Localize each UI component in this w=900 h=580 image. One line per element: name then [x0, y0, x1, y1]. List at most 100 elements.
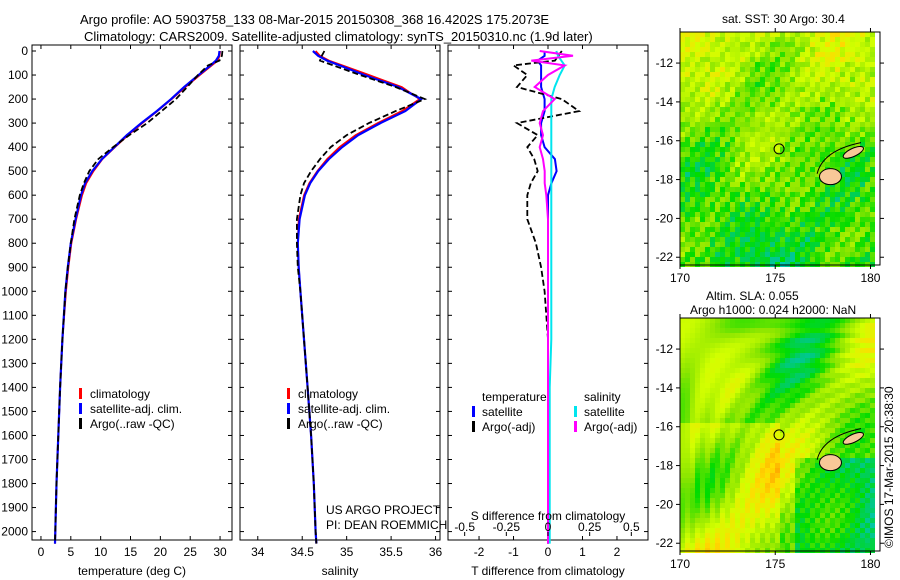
heatmap-cell [825, 222, 830, 227]
heatmap-cell [690, 97, 695, 102]
heatmap-cell [800, 122, 805, 127]
heatmap-cell [840, 453, 845, 458]
heatmap-cell [730, 122, 735, 127]
heatmap-cell [705, 423, 710, 428]
heatmap-cell [840, 443, 845, 448]
heatmap-cell [750, 528, 755, 533]
heatmap-cell [765, 257, 770, 262]
heatmap-cell [810, 232, 815, 237]
heatmap-cell [860, 87, 865, 92]
heatmap-cell [870, 67, 875, 72]
heatmap-cell [860, 403, 865, 408]
heatmap-cell [810, 323, 815, 328]
heatmap-cell [690, 473, 695, 478]
heatmap-cell [790, 398, 795, 403]
heatmap-cell [760, 172, 765, 177]
heatmap-cell [700, 463, 705, 468]
heatmap-cell [780, 127, 785, 132]
heatmap-cell [830, 438, 835, 443]
heatmap-cell [870, 182, 875, 187]
heatmap-cell [725, 67, 730, 72]
heatmap-cell [740, 32, 745, 37]
heatmap-cell [865, 137, 870, 142]
heatmap-cell [695, 187, 700, 192]
heatmap-cell [720, 383, 725, 388]
heatmap-cell [860, 42, 865, 47]
heatmap-cell [680, 147, 685, 152]
heatmap-cell [865, 433, 870, 438]
heatmap-cell [715, 242, 720, 247]
heatmap-cell [740, 323, 745, 328]
heatmap-cell [755, 252, 760, 257]
heatmap-cell [865, 212, 870, 217]
heatmap-cell [720, 212, 725, 217]
heatmap-cell [860, 52, 865, 57]
sla-map-subtitle: Argo h1000: 0.024 h2000: NaN [690, 303, 857, 317]
heatmap-cell [855, 343, 860, 348]
heatmap-cell [705, 343, 710, 348]
heatmap-cell [700, 247, 705, 252]
heatmap-cell [730, 187, 735, 192]
temperature-xlabel: temperature (deg C) [78, 564, 186, 578]
map-xtick-label: 175 [765, 271, 785, 285]
heatmap-cell [710, 508, 715, 513]
heatmap-cell [720, 217, 725, 222]
heatmap-cell [820, 498, 825, 503]
heatmap-cell [755, 363, 760, 368]
heatmap-cell [680, 157, 685, 162]
heatmap-cell [765, 112, 770, 117]
heatmap-cell [765, 393, 770, 398]
heatmap-cell [870, 152, 875, 157]
heatmap-cell [790, 37, 795, 42]
heatmap-cell [680, 237, 685, 242]
heatmap-cell [775, 328, 780, 333]
heatmap-cell [845, 453, 850, 458]
heatmap-cell [835, 82, 840, 87]
heatmap-cell [690, 132, 695, 137]
legend-swatch [79, 403, 82, 414]
heatmap-cell [820, 528, 825, 533]
heatmap-cell [680, 72, 685, 77]
heatmap-cell [835, 393, 840, 398]
heatmap-cell [715, 428, 720, 433]
heatmap-cell [820, 137, 825, 142]
heatmap-cell [755, 62, 760, 67]
heatmap-cell [815, 142, 820, 147]
heatmap-cell [735, 72, 740, 77]
heatmap-cell [710, 423, 715, 428]
heatmap-cell [715, 147, 720, 152]
heatmap-cell [740, 488, 745, 493]
heatmap-cell [755, 82, 760, 87]
heatmap-cell [750, 232, 755, 237]
heatmap-cell [700, 117, 705, 122]
heatmap-cell [840, 543, 845, 548]
heatmap-cell [690, 67, 695, 72]
heatmap-cell [830, 363, 835, 368]
heatmap-cell [725, 82, 730, 87]
heatmap-cell [790, 413, 795, 418]
heatmap-cell [695, 533, 700, 538]
heatmap-cell [705, 368, 710, 373]
heatmap-cell [695, 202, 700, 207]
heatmap-cell [865, 47, 870, 52]
heatmap-cell [695, 343, 700, 348]
sst_map-axes-box [679, 31, 881, 266]
heatmap-cell [745, 528, 750, 533]
heatmap-cell [740, 383, 745, 388]
heatmap-cell [780, 257, 785, 262]
heatmap-cell [680, 453, 685, 458]
heatmap-cell [750, 97, 755, 102]
heatmap-cell [780, 473, 785, 478]
heatmap-cell [720, 508, 725, 513]
heatmap-cell [735, 423, 740, 428]
heatmap-cell [715, 212, 720, 217]
heatmap-cell [865, 252, 870, 257]
heatmap-cell [845, 473, 850, 478]
heatmap-cell [780, 388, 785, 393]
heatmap-cell [765, 202, 770, 207]
heatmap-cell [775, 172, 780, 177]
heatmap-cell [730, 333, 735, 338]
heatmap-cell [835, 212, 840, 217]
heatmap-cell [770, 117, 775, 122]
heatmap-cell [740, 443, 745, 448]
